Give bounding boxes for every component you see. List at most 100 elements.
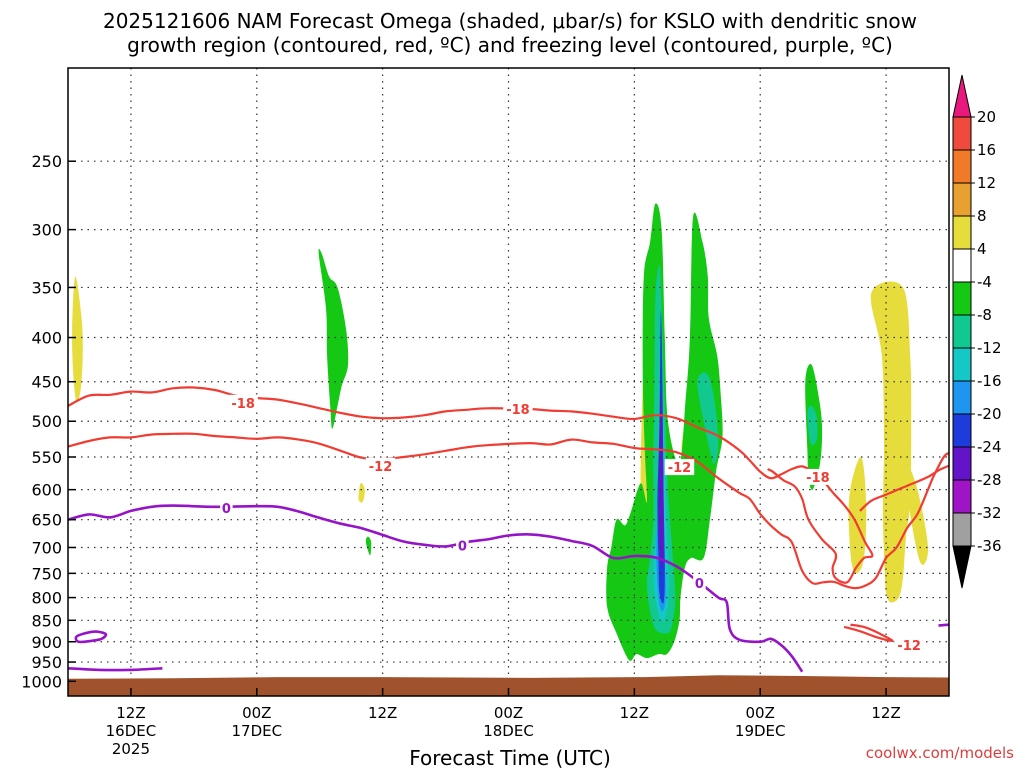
isotherm-label-1-2: -12 bbox=[897, 639, 921, 654]
gridlines bbox=[68, 68, 949, 696]
x-axis-title: Forecast Time (UTC) bbox=[409, 746, 611, 768]
y-axis: 250 300 350 400 450 500 550 600 650 700 750 800 850 9… bbox=[21, 152, 76, 691]
x-tick-date-0: 16DEC bbox=[106, 722, 157, 740]
omega-region-6 bbox=[848, 456, 867, 574]
isotherm-label-0-1: -18 bbox=[506, 403, 530, 418]
y-tick-label-700: 700 bbox=[31, 538, 62, 557]
omega-region-9 bbox=[318, 248, 349, 429]
freezing-label-1: 0 bbox=[458, 539, 467, 554]
freezing-level-segment-2 bbox=[938, 623, 949, 627]
colorbar-bin-11 bbox=[952, 446, 972, 481]
colorbar-top-arrow bbox=[952, 74, 972, 118]
colorbar-label-12: -32 bbox=[977, 504, 1002, 522]
y-tick-label-650: 650 bbox=[31, 511, 62, 530]
y-tick-label-400: 400 bbox=[31, 329, 62, 348]
isotherm-label-1-0: -12 bbox=[369, 460, 393, 475]
red-isotherm-3 bbox=[859, 464, 949, 512]
red-isotherm-0 bbox=[68, 386, 874, 584]
colorbar-label-4: 4 bbox=[977, 240, 987, 258]
colorbar-label-3: 8 bbox=[977, 207, 987, 225]
freezing-label-0: 0 bbox=[222, 502, 231, 517]
omega-region-0 bbox=[72, 276, 83, 403]
y-tick-label-600: 600 bbox=[31, 481, 62, 500]
contour-label-layer: -18 -18 -18 -12 -12 -12 0 0 0 bbox=[220, 394, 924, 654]
isotherm-label-0-2-bg bbox=[803, 468, 833, 485]
omega-region-10 bbox=[365, 536, 372, 556]
y-tick-label-900: 900 bbox=[31, 633, 62, 652]
x-tick-label-0: 12Z bbox=[116, 704, 145, 722]
red-isotherm-2 bbox=[843, 623, 894, 643]
y-tick-label-450: 450 bbox=[31, 373, 62, 392]
x-tick-label-2: 12Z bbox=[368, 704, 397, 722]
colorbar-label-6: -8 bbox=[977, 306, 992, 324]
colorbar-label-10: -24 bbox=[977, 438, 1002, 456]
x-tick-label-6: 12Z bbox=[871, 704, 900, 722]
isotherm-label-1-1: -12 bbox=[668, 461, 692, 476]
chart-title-line2: growth region (contoured, red, ºC) and f… bbox=[127, 33, 893, 57]
red-isotherm-1 bbox=[68, 432, 949, 590]
colorbar-bin-4 bbox=[952, 215, 972, 250]
chart-title-line1: 2025121606 NAM Forecast Omega (shaded, μ… bbox=[103, 9, 917, 33]
colorbar-label-1: 16 bbox=[977, 141, 996, 159]
omega-region-19 bbox=[658, 389, 664, 570]
y-tick-label-500: 500 bbox=[31, 412, 62, 431]
x-tick-date-5: 19DEC bbox=[735, 722, 786, 740]
omega-region-5 bbox=[870, 281, 912, 603]
colorbar-label-9: -20 bbox=[977, 405, 1002, 423]
contour-layer bbox=[68, 386, 949, 673]
terrain-layer bbox=[68, 675, 949, 696]
isotherm-label-0-0: -18 bbox=[231, 397, 255, 412]
y-tick-label-800: 800 bbox=[31, 589, 62, 608]
terrain-fill bbox=[68, 675, 949, 696]
omega-region-8 bbox=[358, 483, 365, 503]
isotherm-label-1-1-bg bbox=[664, 459, 695, 476]
colorbar-bin-13 bbox=[952, 512, 972, 547]
freezing-label-1-bg bbox=[456, 537, 469, 554]
omega-shading-layer bbox=[72, 203, 929, 661]
x-tick-date-3: 18DEC bbox=[483, 722, 534, 740]
freezing-label-2: 0 bbox=[695, 577, 704, 592]
freezing-level-segment-1 bbox=[68, 667, 163, 672]
omega-region-14 bbox=[697, 372, 719, 464]
colorbar-label-0: 20 bbox=[977, 108, 996, 126]
y-tick-label-850: 850 bbox=[31, 611, 62, 630]
colorbar-bin-1 bbox=[952, 116, 972, 151]
freezing-level-line bbox=[68, 504, 804, 673]
isotherm-label-0-1-bg bbox=[503, 401, 533, 418]
colorbar: 20 16 12 8 4 -4 -8 -12 -16 -20 -24 -28 -32 -36 bbox=[952, 74, 1002, 589]
isotherm-label-0-0-bg bbox=[228, 394, 258, 411]
colorbar-bin-8 bbox=[952, 347, 972, 382]
colorbar-bin-2 bbox=[952, 149, 972, 184]
x-tick-label-4: 12Z bbox=[620, 704, 649, 722]
colorbar-bin-6 bbox=[952, 281, 972, 316]
x-tick-label-1: 00Z bbox=[242, 704, 271, 722]
isotherm-label-1-0-bg bbox=[365, 457, 396, 474]
credit-text: coolwx.com/models bbox=[866, 744, 1014, 762]
colorbar-bin-3 bbox=[952, 182, 972, 217]
isotherm-label-0-2: -18 bbox=[806, 471, 830, 486]
colorbar-bin-12 bbox=[952, 479, 972, 514]
colorbar-label-11: -28 bbox=[977, 471, 1002, 489]
colorbar-label-8: -16 bbox=[977, 372, 1002, 390]
colorbar-bin-5 bbox=[952, 248, 972, 283]
omega-region-15 bbox=[807, 405, 818, 446]
colorbar-label-7: -12 bbox=[977, 339, 1002, 357]
colorbar-label-13: -36 bbox=[977, 537, 1002, 555]
isotherm-label-1-2-bg bbox=[894, 637, 924, 654]
x-tick-label-3: 00Z bbox=[494, 704, 523, 722]
colorbar-bin-10 bbox=[952, 413, 972, 448]
x-tick-label-5: 00Z bbox=[746, 704, 775, 722]
freezing-label-2-bg bbox=[693, 575, 706, 592]
colorbar-bottom-arrow bbox=[952, 545, 972, 589]
colorbar-bin-7 bbox=[952, 314, 972, 349]
y-tick-label-1000: 1000 bbox=[21, 672, 62, 691]
colorbar-label-2: 12 bbox=[977, 174, 996, 192]
y-tick-label-550: 550 bbox=[31, 448, 62, 467]
freezing-level-segment-0 bbox=[74, 630, 108, 644]
colorbar-bin-9 bbox=[952, 380, 972, 415]
y-tick-label-350: 350 bbox=[31, 278, 62, 297]
freezing-label-0-bg bbox=[220, 499, 233, 516]
x-tick-year-0: 2025 bbox=[112, 740, 150, 758]
